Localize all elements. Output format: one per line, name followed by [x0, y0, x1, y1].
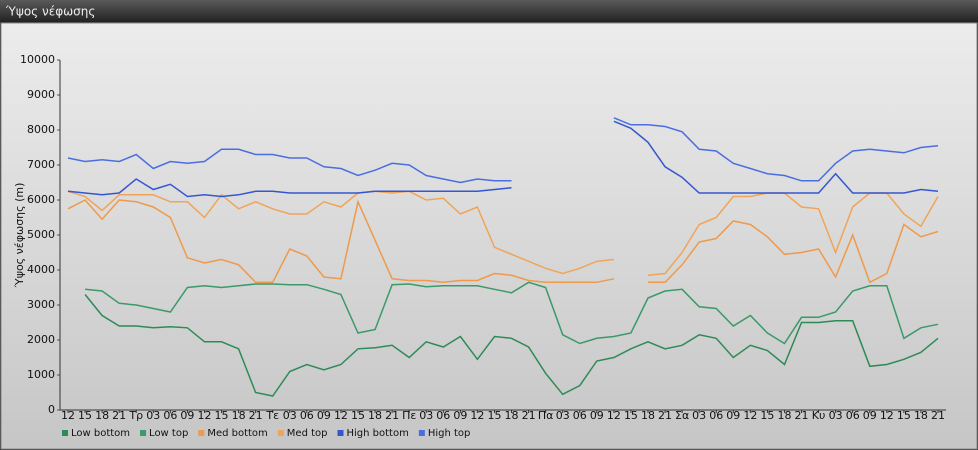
x-tick-label: 06: [300, 409, 314, 422]
x-tick-label: 15: [760, 409, 774, 422]
x-tick-label: 18: [641, 409, 655, 422]
x-tick-label: 18: [777, 409, 791, 422]
x-tick-label: 15: [78, 409, 92, 422]
x-tick-label: 18: [914, 409, 928, 422]
x-tick-label: Τρ: [128, 409, 143, 422]
x-tick-label: 15: [624, 409, 638, 422]
x-tick-label: 09: [726, 409, 740, 422]
x-tick-label: 12: [61, 409, 75, 422]
y-tick-label: 7000: [27, 158, 55, 171]
x-tick-label: 12: [880, 409, 894, 422]
x-tick-label: 06: [436, 409, 450, 422]
y-tick-label: 6000: [27, 193, 55, 206]
x-tick-label: 18: [368, 409, 382, 422]
y-tick-label: 8000: [27, 123, 55, 136]
series-line: [85, 281, 939, 345]
series-line: [84, 294, 939, 397]
y-axis-label: Ύψος νέφωσης (m): [13, 183, 26, 289]
y-tick-label: 4000: [27, 263, 55, 276]
x-tick-label: 15: [487, 409, 501, 422]
legend-swatch: [198, 430, 205, 436]
x-tick-label: 15: [351, 409, 365, 422]
x-tick-label: 06: [709, 409, 723, 422]
x-tick-label: Κυ: [812, 409, 826, 422]
legend-label: Med bottom: [207, 428, 267, 439]
legend-label: Low bottom: [71, 428, 130, 439]
x-tick-label: 03: [419, 409, 433, 422]
series-line: [67, 117, 939, 184]
y-tick-label: 0: [48, 403, 55, 416]
y-tick-label: 5000: [27, 228, 55, 241]
x-tick-label: 03: [283, 409, 297, 422]
x-tick-label: 09: [863, 409, 877, 422]
x-tick-label: 03: [556, 409, 570, 422]
legend-label: Med top: [287, 428, 328, 439]
x-tick-label: 15: [897, 409, 911, 422]
legend-swatch: [337, 430, 344, 436]
x-tick-label: 15: [215, 409, 229, 422]
legend-label: Low top: [149, 428, 188, 439]
legend-swatch: [140, 430, 147, 436]
y-tick-label: 3000: [27, 298, 55, 311]
x-tick-label: 06: [163, 409, 177, 422]
x-tick-label: 06: [573, 409, 587, 422]
legend-label: High bottom: [347, 428, 409, 439]
series-line: [67, 120, 939, 198]
x-tick-label: 06: [846, 409, 860, 422]
x-tick-label: 03: [146, 409, 160, 422]
y-tick-label: 9000: [27, 88, 55, 101]
x-tick-label: 12: [743, 409, 757, 422]
legend-label: High top: [428, 428, 471, 439]
x-tick-label: 09: [317, 409, 331, 422]
x-tick-label: 09: [590, 409, 604, 422]
x-tick-label: Τε: [265, 409, 279, 422]
x-tick-label: 21: [931, 409, 945, 422]
title-bar: [0, 0, 978, 22]
x-tick-label: 09: [180, 409, 194, 422]
chart-title: Ύψος νέφωσης: [5, 5, 95, 19]
legend-swatch: [277, 430, 284, 436]
y-tick-label: 10000: [20, 53, 55, 66]
x-tick-label: 03: [692, 409, 706, 422]
y-tick-label: 2000: [27, 333, 55, 346]
x-tick-label: 03: [829, 409, 843, 422]
x-tick-label: Πε: [402, 409, 416, 422]
series-line: [67, 190, 939, 277]
x-tick-label: 21: [658, 409, 672, 422]
x-tick-label: 21: [385, 409, 399, 422]
x-tick-label: 18: [232, 409, 246, 422]
x-tick-label: Πα: [538, 409, 554, 422]
x-tick-label: 18: [505, 409, 519, 422]
x-tick-label: 21: [795, 409, 809, 422]
legend-swatch: [62, 430, 68, 436]
x-tick-label: 12: [334, 409, 348, 422]
x-tick-label: 09: [453, 409, 467, 422]
x-tick-label: 21: [112, 409, 126, 422]
x-tick-label: 21: [249, 409, 263, 422]
x-tick-label: Σα: [675, 409, 689, 422]
x-tick-label: 12: [470, 409, 484, 422]
x-tick-label: 21: [522, 409, 536, 422]
legend-swatch: [418, 430, 425, 436]
x-tick-label: 18: [95, 409, 109, 422]
x-tick-label: 12: [197, 409, 211, 422]
y-tick-label: 1000: [27, 368, 55, 381]
x-tick-label: 12: [607, 409, 621, 422]
series-line: [67, 199, 939, 284]
